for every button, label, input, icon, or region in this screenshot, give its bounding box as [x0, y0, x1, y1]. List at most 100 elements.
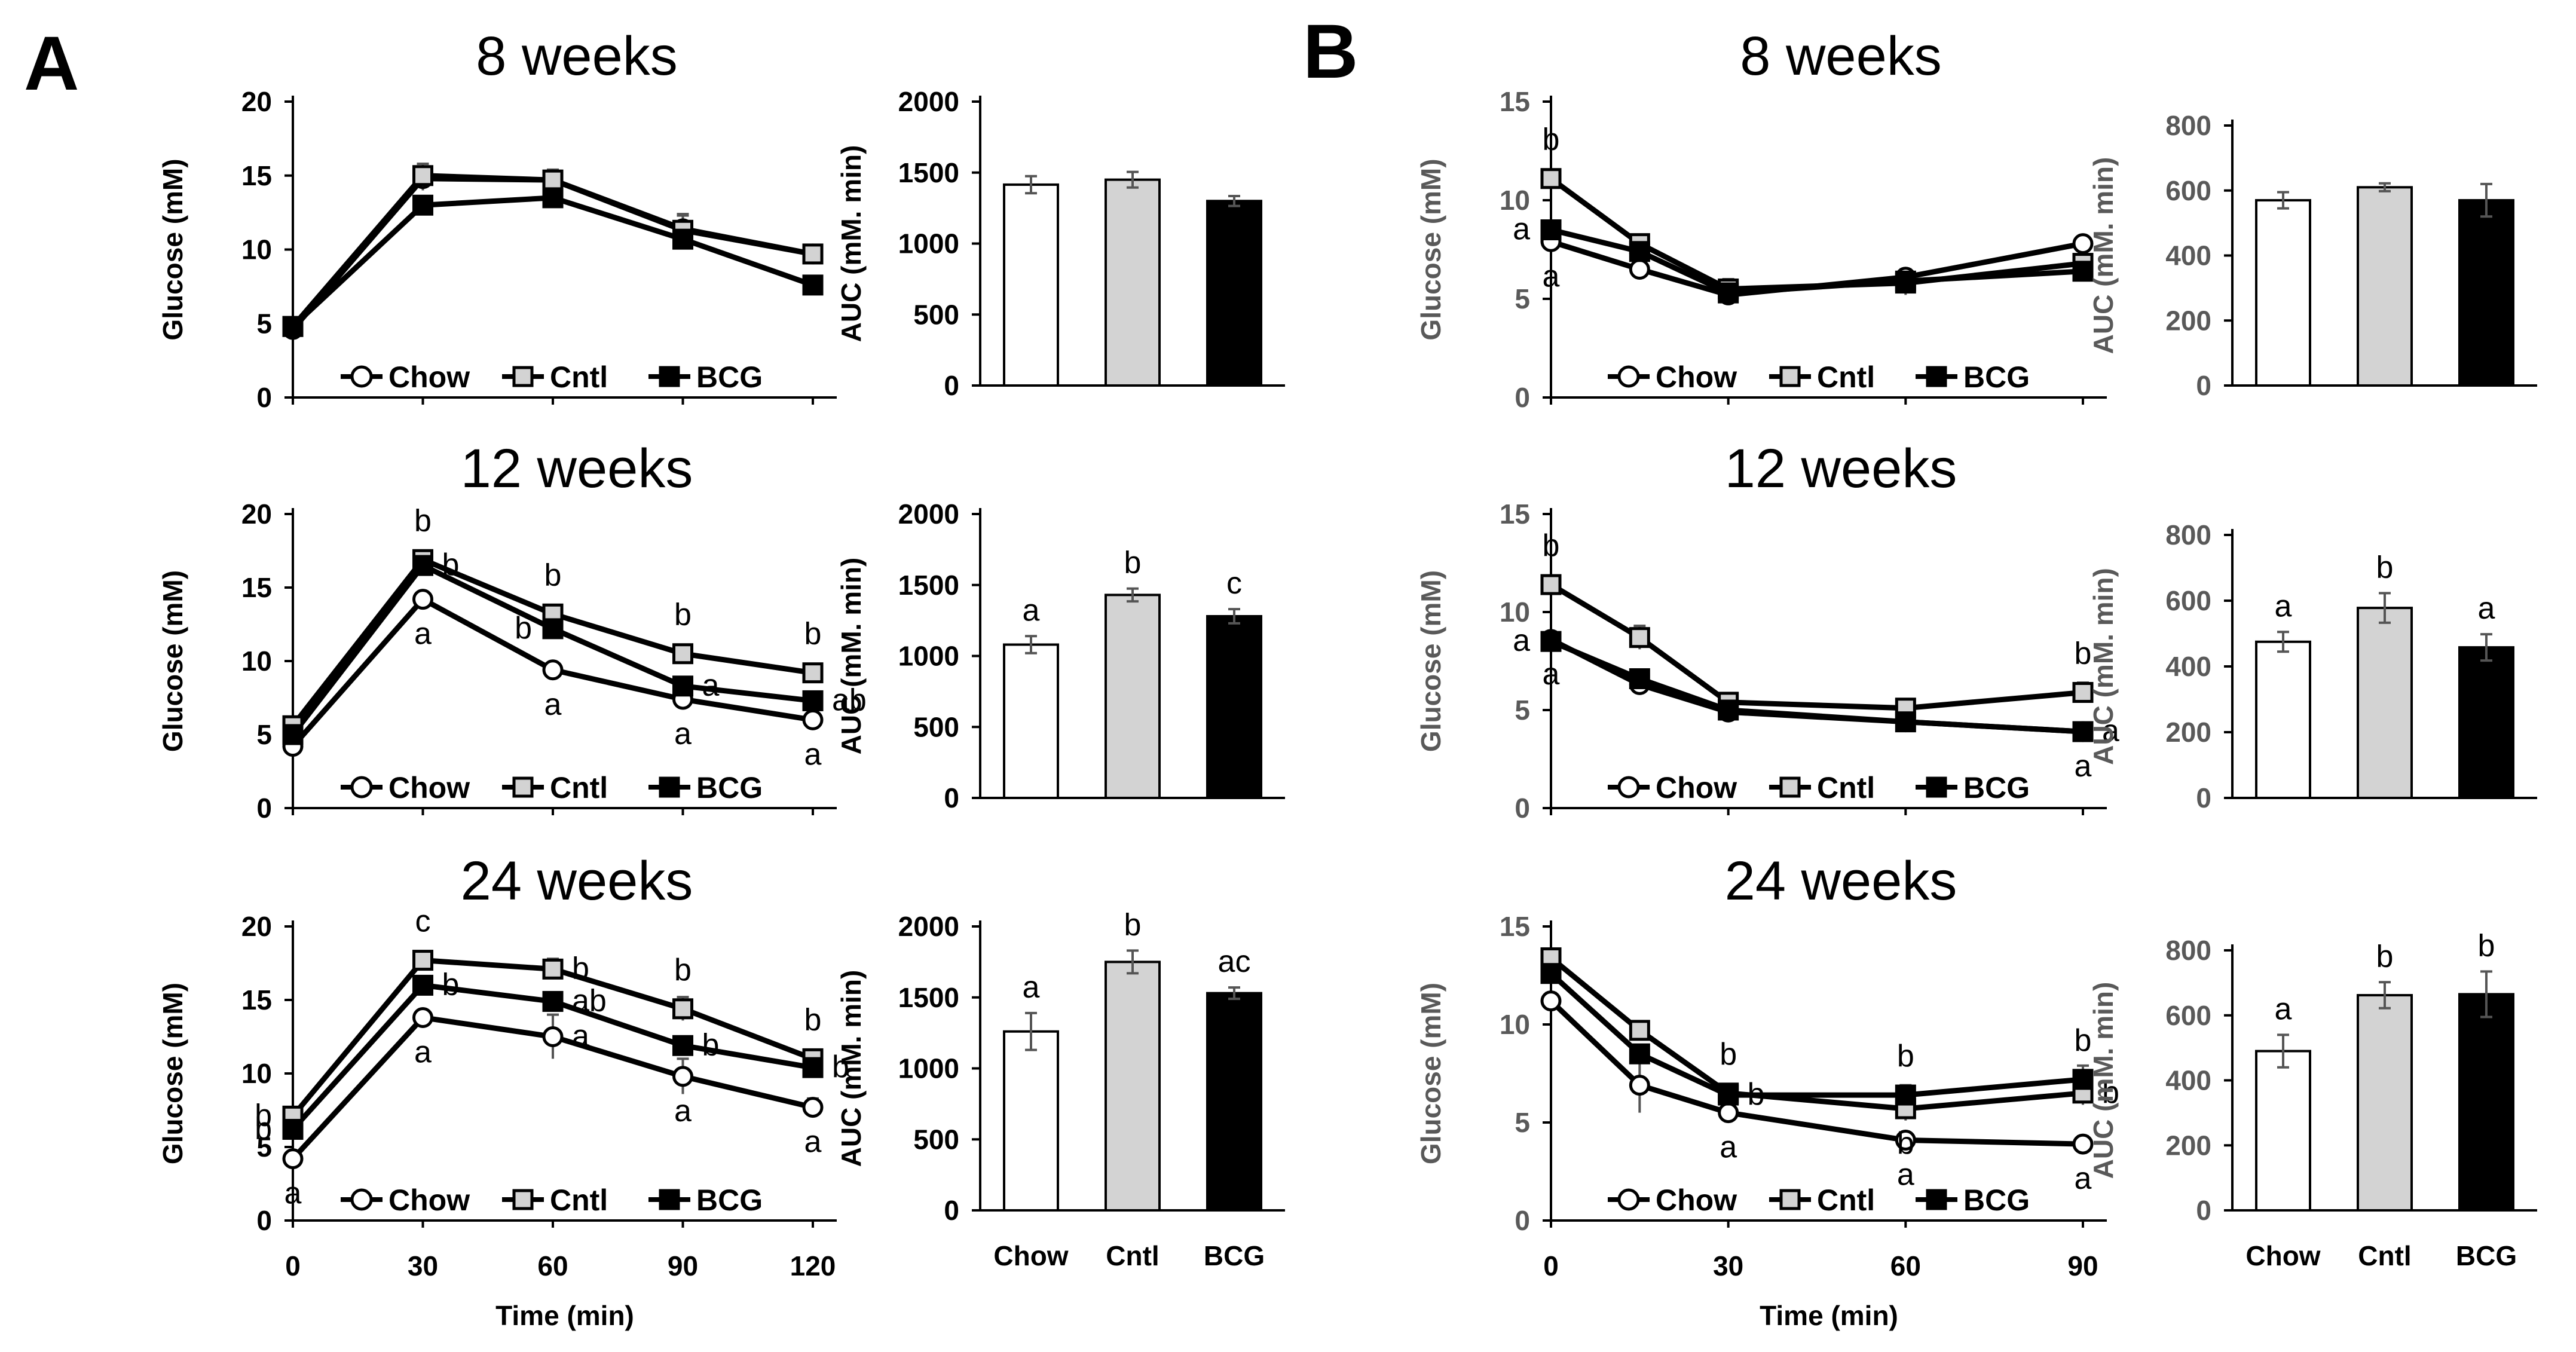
- data-point-bcg: [542, 990, 564, 1012]
- legend-label-chow: Chow: [1656, 1183, 1737, 1217]
- data-point-bcg: [2072, 1069, 2094, 1090]
- legend-marker-chow: [1617, 365, 1640, 388]
- significance-label: b: [1897, 1126, 1914, 1161]
- significance-label: b: [1748, 1077, 1765, 1112]
- y-tick-label: 0: [2196, 1195, 2211, 1226]
- y-axis-label: AUC (mM. min): [2088, 982, 2119, 1179]
- x-tick-label: 90: [668, 1250, 698, 1281]
- significance-label: b: [1720, 1037, 1737, 1072]
- data-point-cntl: [802, 243, 824, 265]
- significance-label: ac: [1218, 944, 1251, 979]
- significance-label: a: [804, 1125, 822, 1160]
- data-point-chow: [282, 1148, 304, 1170]
- chart-B_bar_8: 0 200 400 600 800 AUC (mM. min): [2088, 110, 2537, 401]
- significance-label: b: [2075, 1023, 2092, 1058]
- y-tick-label: 15: [1500, 498, 1530, 530]
- y-tick-label: 5: [256, 308, 272, 339]
- legend-marker-chow: [350, 365, 373, 388]
- data-point-bcg: [2072, 261, 2094, 282]
- x-tick-label: 60: [537, 1250, 568, 1281]
- x-axis-label: Time (min): [1760, 1300, 1898, 1331]
- chart-title: 8 weeks: [1740, 26, 1942, 87]
- significance-label: a: [702, 668, 720, 703]
- y-tick-label: 1000: [898, 641, 959, 672]
- bar-bcg: [1206, 200, 1262, 387]
- significance-label: a: [2102, 714, 2119, 748]
- data-point-bcg: [672, 228, 693, 250]
- legend-marker-cntl: [1779, 366, 1801, 387]
- chart-B_line_8: 8 weeks 0 5 10 15 Glucose (mM) a b a Chow Cntl BCG: [1415, 26, 2107, 413]
- significance-label: b: [804, 617, 822, 651]
- legend-label-bcg: BCG: [696, 1183, 763, 1217]
- y-axis-label: AUC (mM. min): [836, 145, 867, 342]
- legend-label-chow: Chow: [388, 360, 470, 394]
- legend-marker-cntl: [512, 366, 534, 387]
- significance-label: a: [2075, 749, 2092, 784]
- significance-label: b: [442, 547, 460, 582]
- legend-marker-cntl: [512, 1189, 534, 1210]
- legend-label-bcg: BCG: [696, 771, 763, 805]
- data-point-bcg: [1540, 963, 1562, 984]
- data-point-chow: [542, 1026, 564, 1047]
- bar-cntl: [2357, 186, 2413, 387]
- y-tick-label: 10: [1500, 185, 1530, 216]
- legend-marker-cntl: [1779, 1189, 1801, 1210]
- data-point-bcg: [1895, 1084, 1916, 1106]
- bar-bcg: [1206, 992, 1262, 1212]
- significance-label: b: [1124, 907, 1142, 942]
- legend-label-chow: Chow: [388, 1183, 470, 1217]
- significance-label: b: [2102, 1075, 2119, 1110]
- x-tick-label: 90: [2067, 1250, 2098, 1281]
- y-tick-label: 600: [2165, 585, 2211, 616]
- chart-B_line_24: 24 weeks 0 5 10 15 Glucose (mM) 0 30 60 90 Time (m…: [1415, 851, 2119, 1331]
- bar-cntl: [2357, 607, 2413, 799]
- legend-label-bcg: BCG: [1963, 360, 2030, 394]
- data-point-chow: [1540, 990, 1562, 1012]
- significance-label: b: [1897, 1039, 1914, 1073]
- data-point-bcg: [672, 675, 693, 697]
- significance-label: a: [2275, 992, 2292, 1026]
- significance-label: a: [674, 1094, 692, 1128]
- y-axis-label: Glucose (mM): [1415, 570, 1446, 752]
- significance-label: ab: [572, 983, 607, 1018]
- significance-label: a: [572, 1019, 589, 1054]
- significance-label: a: [674, 717, 692, 751]
- data-point-cntl: [672, 998, 693, 1020]
- significance-label: a: [1543, 259, 1560, 293]
- y-tick-label: 20: [241, 911, 272, 942]
- data-point-cntl: [542, 958, 564, 980]
- y-tick-label: 500: [913, 1124, 959, 1155]
- significance-label: a: [1543, 657, 1560, 692]
- y-tick-label: 200: [2165, 1130, 2211, 1161]
- legend-label-bcg: BCG: [1963, 1183, 2030, 1217]
- y-tick-label: 0: [1515, 382, 1530, 413]
- legend-label-chow: Chow: [388, 771, 470, 805]
- significance-label: b: [2376, 939, 2394, 974]
- significance-label: b: [442, 967, 460, 1002]
- bar-bcg: [2458, 646, 2514, 799]
- y-tick-label: 5: [1515, 695, 1530, 726]
- y-axis-label: AUC (mM. min): [836, 970, 867, 1167]
- y-tick-label: 800: [2165, 935, 2211, 966]
- legend-marker-bcg: [659, 1189, 680, 1210]
- significance-label: a: [1023, 970, 1040, 1005]
- x-category-label: Chow: [2245, 1240, 2320, 1271]
- y-tick-label: 15: [241, 984, 272, 1015]
- y-tick-label: 800: [2165, 519, 2211, 550]
- significance-label: c: [1226, 566, 1242, 601]
- y-tick-label: 0: [2196, 782, 2211, 813]
- significance-label: a: [1023, 593, 1040, 628]
- significance-label: a: [2075, 1161, 2092, 1196]
- significance-label: a: [284, 1176, 302, 1211]
- data-point-bcg: [542, 187, 564, 209]
- legend-label-cntl: Cntl: [550, 1183, 608, 1217]
- bar-chow: [1003, 1030, 1059, 1212]
- y-tick-label: 0: [944, 782, 959, 813]
- y-tick-label: 0: [256, 793, 272, 824]
- legend-marker-bcg: [1926, 366, 1947, 387]
- data-point-bcg: [672, 1035, 693, 1056]
- x-category-label: BCG: [1204, 1240, 1265, 1271]
- significance-label: b: [674, 953, 692, 987]
